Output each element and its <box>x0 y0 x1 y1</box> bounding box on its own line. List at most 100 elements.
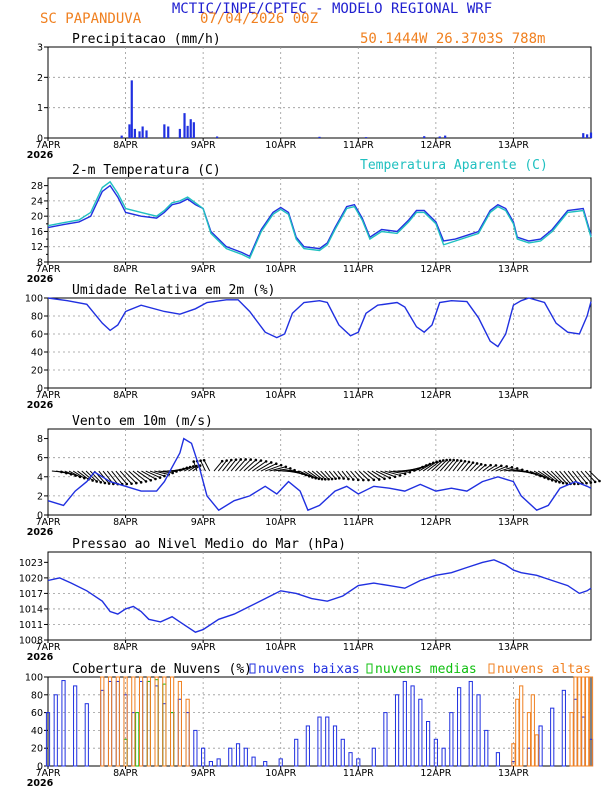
bar-orange <box>177 680 182 767</box>
wind-arrow-head <box>467 460 471 464</box>
wind-arrow <box>354 470 364 481</box>
wind-arrow-head <box>383 477 386 481</box>
bar-orange <box>131 676 136 767</box>
wind-arrow-head <box>441 459 445 462</box>
bar-orange <box>526 712 532 767</box>
legend-high-clouds: nuvens altas <box>497 662 591 677</box>
wind-arrow <box>358 470 369 481</box>
bar-blue <box>305 725 310 767</box>
x-tick-label: 11APR <box>343 264 374 275</box>
bar-blue <box>444 135 447 138</box>
x-tick-label: 10APR <box>265 140 296 151</box>
y-tick-label: 80 <box>31 312 43 323</box>
x-tick-label: 10APR <box>265 390 296 401</box>
wind-arrow-head <box>125 482 129 486</box>
bar-blue <box>383 712 388 767</box>
wind-arrow-head <box>393 475 397 479</box>
plot-frame <box>47 551 592 641</box>
y-tick-label: 100 <box>25 294 43 305</box>
bar-orange <box>519 685 524 767</box>
bar-blue <box>138 131 141 138</box>
bar-blue <box>364 137 368 138</box>
wind-arrow <box>299 470 313 478</box>
bar-orange <box>154 676 159 767</box>
bar-blue <box>189 119 192 138</box>
wind-arrow-head <box>561 481 565 485</box>
bar-blue <box>348 752 353 767</box>
wind-arrow <box>81 470 93 481</box>
wind-arrow-head <box>171 471 174 475</box>
bar-blue <box>294 738 299 767</box>
wind-arrow-head <box>347 477 350 481</box>
wind-arrow <box>256 462 272 472</box>
x-tick-label: 11APR <box>343 768 374 779</box>
panel-title: Pressao ao Nivel Medio do Mar (hPa) <box>72 537 346 552</box>
bar-orange <box>581 676 586 767</box>
wind-arrow <box>495 466 507 472</box>
wind-arrow-head <box>249 458 253 461</box>
wind-arrow <box>589 470 600 482</box>
y-tick-label: 20 <box>31 366 43 377</box>
bar-blue <box>183 113 186 138</box>
bar-blue <box>340 738 345 767</box>
wind-arrow <box>576 470 587 484</box>
wind-arrow-head <box>192 460 196 463</box>
bar-blue <box>402 680 407 767</box>
wind-arrow <box>580 470 592 483</box>
y-tick-label: 1017 <box>19 589 43 600</box>
wind-arrow <box>546 470 560 483</box>
wind-arrow <box>154 470 169 475</box>
wind-arrow <box>307 470 320 480</box>
x-tick-label: 7APR <box>36 642 61 653</box>
wind-arrow <box>482 464 491 472</box>
legend-low-clouds: nuvens baixas <box>258 662 360 677</box>
wind-arrow-head <box>259 459 263 462</box>
bar-blue <box>228 747 233 767</box>
wind-arrow-head <box>505 465 508 468</box>
wind-arrow <box>367 470 380 480</box>
wind-arrow <box>179 466 191 472</box>
x-tick-label: 10APR <box>265 517 296 528</box>
bar-blue <box>484 729 489 767</box>
wind-arrow <box>427 460 441 472</box>
wind-arrow-head <box>202 458 206 462</box>
bar-blue <box>538 725 543 767</box>
wind-arrow-head <box>289 467 292 470</box>
wind-arrow-head <box>558 481 561 484</box>
y-tick-label: 60 <box>31 708 43 719</box>
wind-arrow <box>448 460 458 472</box>
wind-arrow <box>414 463 431 472</box>
wind-arrow <box>371 470 385 480</box>
wind-arrow <box>136 470 152 481</box>
bar-blue <box>325 716 330 767</box>
wind-arrow <box>375 470 391 479</box>
x-tick-label: 13APR <box>498 517 529 528</box>
wind-arrow-head <box>274 462 278 466</box>
wind-arrow <box>461 461 470 472</box>
wind-arrow <box>222 459 232 472</box>
bar-blue <box>251 756 256 767</box>
bar-blue <box>495 752 501 767</box>
location-label: SC PAPANDUVA <box>40 11 142 27</box>
bar-blue <box>145 130 148 138</box>
x-year-label: 2026 <box>27 400 54 411</box>
line-blue <box>47 184 592 258</box>
y-tick-label: 100 <box>25 673 43 684</box>
bar-blue <box>186 125 189 138</box>
bar-blue <box>208 761 214 767</box>
y-tick-label: 12 <box>31 242 43 253</box>
panel-title: Vento em 10m (m/s) <box>72 414 213 429</box>
wind-arrow <box>320 470 329 480</box>
wind-arrow <box>380 470 396 478</box>
wind-arrow <box>504 467 518 472</box>
bar-blue <box>476 694 481 767</box>
x-tick-label: 12APR <box>420 390 451 401</box>
wind-arrow-head <box>342 477 345 480</box>
wind-arrow-head <box>452 458 455 462</box>
wind-arrow <box>529 470 545 478</box>
bar-orange <box>100 676 105 767</box>
x-tick-label: 9APR <box>191 140 216 151</box>
panel-title: Cobertura de Nuvens (%) <box>72 662 252 677</box>
panel-3: 0 20 40 60 80 100 Umidade Relativa em 2m (%) 7A… <box>25 283 592 411</box>
wind-arrow <box>243 459 257 472</box>
